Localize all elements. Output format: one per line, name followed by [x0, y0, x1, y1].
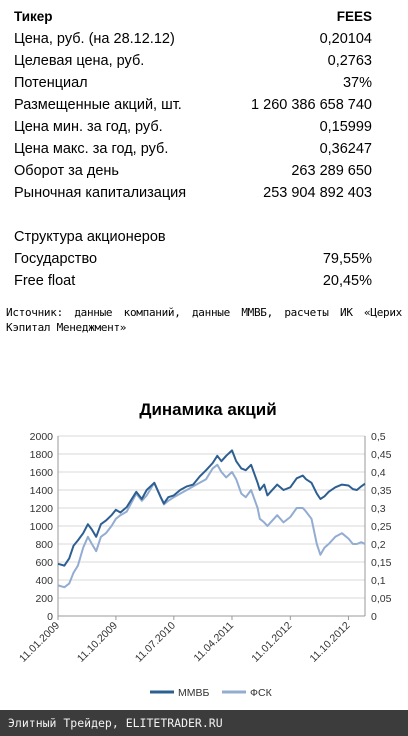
y-left-tick-label: 200	[35, 593, 53, 605]
info-label: Целевая цена, руб.	[14, 53, 145, 69]
y-right-tick-label: 0,5	[371, 431, 386, 443]
info-value: 0,20104	[319, 31, 372, 47]
info-row: Рыночная капитализация 253 904 892 403	[14, 182, 372, 204]
footer-banner: Элитный Трейдер, ELITETRADER.RU	[0, 710, 408, 736]
chart-title: Динамика акций	[139, 400, 276, 419]
info-row: Потенциал 37%	[14, 72, 372, 94]
x-tick-label: 11.10.2012	[307, 620, 352, 665]
info-value: 37%	[342, 75, 372, 91]
info-value: 1 260 386 658 740	[251, 97, 372, 113]
y-left-tick-label: 1200	[30, 503, 54, 515]
info-row: Размещенные акций, шт. 1 260 386 658 740	[14, 94, 372, 116]
y-right-tick-label: 0,4	[371, 467, 386, 479]
y-right-tick-label: 0,3	[371, 503, 386, 515]
y-left-tick-label: 0	[47, 611, 53, 623]
info-label: Цена макс. за год, руб.	[14, 141, 169, 157]
y-right-tick-label: 0,25	[371, 521, 392, 533]
y-left-tick-label: 800	[35, 539, 53, 551]
info-label: Рыночная капитализация	[14, 185, 187, 201]
x-tick-label: 11.07.2010	[133, 620, 178, 665]
info-row: Целевая цена, руб. 0,2763	[14, 50, 372, 72]
y-left-tick-label: 400	[35, 575, 53, 587]
x-tick-label: 11.01.2012	[249, 620, 294, 665]
series-line-micex	[57, 449, 366, 567]
y-left-tick-label: 1600	[30, 467, 54, 479]
y-left-tick-label: 1400	[30, 485, 54, 497]
y-left-tick-label: 2000	[30, 431, 54, 443]
source-note: Источник: данные компаний, данные ММВБ, …	[6, 306, 402, 334]
info-value: 0,15999	[319, 119, 372, 135]
y-right-tick-label: 0,15	[371, 557, 392, 569]
y-right-tick-label: 0,1	[371, 575, 386, 587]
legend-label: ММВБ	[178, 687, 209, 699]
ticker-value: FEES	[336, 9, 372, 24]
shareholder-row: Государство 79,55%	[14, 248, 372, 270]
info-label: Цена, руб. (на 28.12.12)	[14, 31, 175, 47]
stock-info-table: Тикер FEES Цена, руб. (на 28.12.12) 0,201…	[14, 6, 372, 292]
stock-dynamics-chart: Динамика акций 0 200 400 600 800 1000 1200 1400 1…	[17, 400, 392, 699]
shareholder-value: 20,45%	[322, 273, 372, 289]
y-left-tick-label: 1000	[30, 521, 54, 533]
y-right-tick-label: 0,05	[371, 593, 392, 605]
info-row: Цена мин. за год, руб. 0,15999	[14, 116, 372, 138]
y-right-tick-label: 0,2	[371, 539, 386, 551]
info-value: 263 289 650	[291, 163, 372, 179]
info-row: Цена макс. за год, руб. 0,36247	[14, 138, 372, 160]
info-label: Цена мин. за год, руб.	[14, 119, 163, 135]
shareholder-label: Государство	[14, 251, 98, 267]
y-left-tick-label: 1800	[30, 449, 54, 461]
ticker-label: Тикер	[14, 9, 53, 24]
info-label: Размещенные акций, шт.	[14, 97, 182, 113]
info-label: Потенциал	[14, 75, 88, 91]
info-value: 253 904 892 403	[263, 185, 372, 201]
info-label: Оборот за день	[14, 163, 119, 179]
x-tick-label: 11.10.2009	[75, 620, 120, 665]
y-right-tick-label: 0,35	[371, 485, 392, 497]
y-right-tick-label: 0	[371, 611, 377, 623]
y-right-tick-label: 0,45	[371, 449, 392, 461]
shareholder-row: Free float 20,45%	[14, 270, 372, 292]
info-row: Цена, руб. (на 28.12.12) 0,20104	[14, 28, 372, 50]
legend-label: ФСК	[250, 687, 273, 699]
shareholder-label: Free float	[14, 273, 76, 289]
info-value: 0,36247	[319, 141, 372, 157]
series-line-fsk	[57, 463, 366, 589]
table-header-row: Тикер FEES	[14, 6, 372, 28]
x-tick-label: 11.01.2009	[17, 620, 62, 665]
x-tick-label: 11.04.2011	[192, 620, 237, 665]
info-value: 0,2763	[327, 53, 372, 69]
shareholder-structure-title: Структура акционеров	[14, 229, 166, 245]
y-left-tick-label: 600	[35, 557, 53, 569]
info-row: Оборот за день 263 289 650	[14, 160, 372, 182]
shareholder-value: 79,55%	[322, 251, 372, 267]
